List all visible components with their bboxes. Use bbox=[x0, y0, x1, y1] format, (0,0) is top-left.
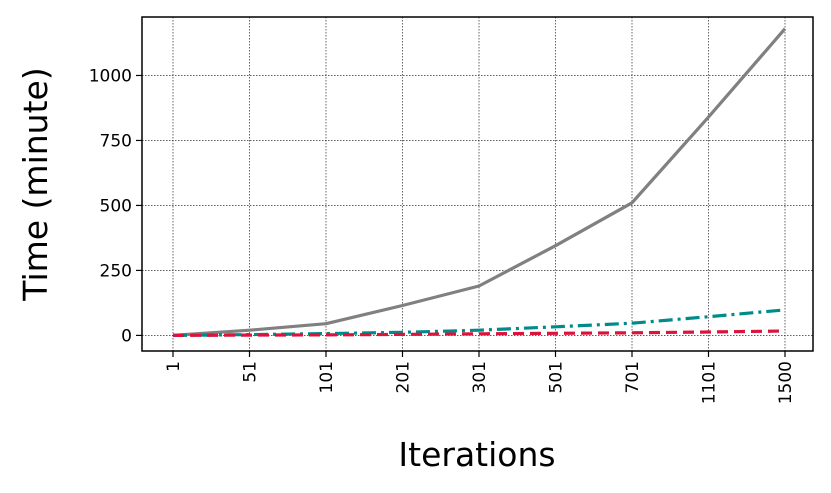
plot-area-frame bbox=[141, 16, 814, 352]
series-group bbox=[172, 27, 787, 337]
x-tick-label: 1500 bbox=[776, 361, 796, 404]
y-tick-label: 500 bbox=[100, 196, 132, 216]
series-line-1 bbox=[172, 27, 787, 337]
x-tick-label: 1101 bbox=[700, 361, 720, 404]
y-axis-ticks: 0 250 500 750 1000 bbox=[89, 66, 142, 346]
y-axis-title: Time (minute) bbox=[16, 67, 55, 301]
x-tick-label: 501 bbox=[547, 361, 567, 393]
y-tick-label: 0 bbox=[121, 326, 132, 346]
x-tick-label: 1 bbox=[164, 361, 184, 372]
y-tick-label: 250 bbox=[100, 261, 132, 281]
x-axis-ticks: 1 51 101 201 301 501 701 1101 1500 bbox=[164, 351, 796, 404]
y-tick-label: 1000 bbox=[89, 66, 132, 86]
x-tick-label: 101 bbox=[317, 361, 337, 393]
x-axis-title: Iterations bbox=[398, 435, 555, 474]
series-line-3 bbox=[172, 329, 786, 337]
x-tick-label: 201 bbox=[394, 361, 414, 393]
x-tick-label: 301 bbox=[470, 361, 490, 393]
y-tick-label: 750 bbox=[100, 131, 132, 151]
grid bbox=[142, 17, 813, 351]
x-tick-label: 51 bbox=[241, 361, 261, 383]
x-tick-label: 701 bbox=[623, 361, 643, 393]
